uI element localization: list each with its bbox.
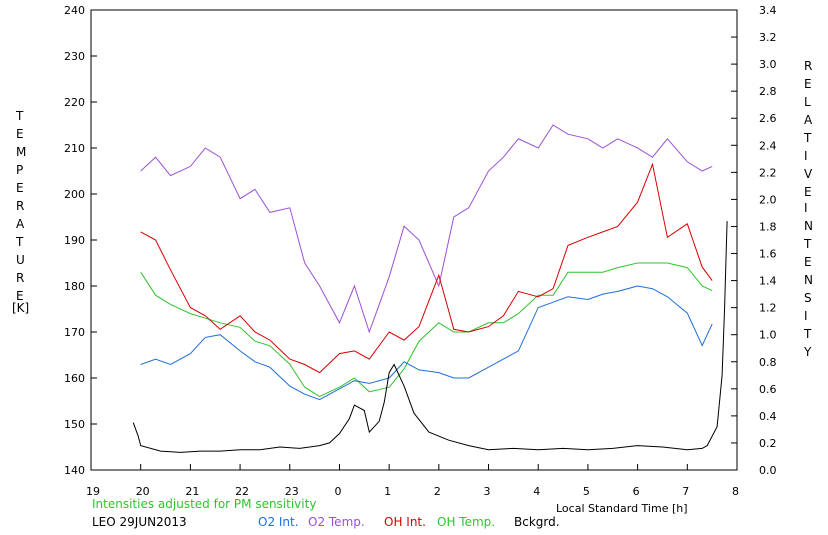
left-tick-label: 160 [64, 372, 85, 385]
right-tick-label: 0.4 [759, 410, 777, 423]
left-tick-label: 190 [64, 234, 85, 247]
legend-oh-int: OH Int. [384, 515, 426, 529]
left-tick-label: 140 [64, 464, 85, 477]
right-tick-label: 0.8 [759, 356, 777, 369]
right-axis-letter: A [804, 113, 813, 127]
left-tick-label: 170 [64, 326, 85, 339]
right-axis-letter: S [804, 291, 812, 305]
right-tick-label: 1.0 [759, 329, 777, 342]
left-axis-letter: R [16, 199, 24, 213]
left-tick-label: 180 [64, 280, 85, 293]
right-tick-label: 2.2 [759, 166, 777, 179]
x-tick-label: 6 [633, 485, 640, 498]
series-line-o2-temp [140, 124, 713, 334]
right-axis-letter: I [804, 149, 808, 163]
left-axis-unit: [K] [12, 301, 29, 315]
right-axis-letter: E [804, 77, 812, 91]
x-tick-label: 3 [484, 485, 491, 498]
x-axis-title: Local Standard Time [h] [556, 502, 688, 515]
legend-oh-temp: OH Temp. [437, 515, 495, 529]
left-axis-letter: A [16, 217, 25, 231]
x-tick-label: 21 [185, 485, 199, 498]
right-tick-label: 3.0 [759, 58, 777, 71]
left-tick-label: 200 [64, 188, 85, 201]
x-tick-label: 19 [86, 485, 100, 498]
right-axis-ticks: 0.0 0.2 0.4 0.6 0.8 1.0 1.2 1.4 1.6 1.8 2.0 2.2 2.4 2… [731, 4, 777, 477]
x-tick-label: 23 [285, 485, 299, 498]
x-tick-label: 22 [235, 485, 249, 498]
left-tick-label: 240 [64, 4, 85, 17]
x-tick-label: 7 [682, 485, 689, 498]
series-line-oh-temp [140, 262, 713, 397]
plot-frame [90, 9, 738, 471]
right-tick-label: 3.4 [759, 4, 777, 17]
left-axis-letter: E [16, 289, 24, 303]
series-line-o2-int [140, 285, 713, 401]
right-tick-label: 2.0 [759, 193, 777, 206]
legend-o2-int: O2 Int. [258, 515, 299, 529]
right-axis-letter: T [803, 327, 812, 341]
series-layer [132, 124, 728, 453]
right-axis-letter: R [804, 59, 812, 73]
right-tick-label: 0.0 [759, 464, 777, 477]
left-axis-letter: P [16, 163, 23, 177]
x-tick-label: 0 [334, 485, 341, 498]
right-tick-label: 2.6 [759, 112, 777, 125]
right-axis-letter: T [803, 237, 812, 251]
left-axis-letter: T [15, 109, 24, 123]
left-axis-letter: E [16, 127, 24, 141]
series-line-oh-int [140, 162, 713, 374]
x-tick-label: 8 [732, 485, 739, 498]
right-axis-letter: T [803, 131, 812, 145]
right-axis-letter: E [804, 185, 812, 199]
right-tick-label: 1.6 [759, 248, 777, 261]
left-tick-label: 230 [64, 50, 85, 63]
legend-bckgrd: Bckgrd. [514, 515, 560, 529]
x-tick-label: 1 [384, 485, 391, 498]
sensitivity-note: Intensities adjusted for PM sensitivity [92, 497, 316, 511]
left-tick-label: 220 [64, 96, 85, 109]
right-axis-letter: V [804, 167, 813, 181]
right-axis-letter: N [804, 219, 813, 233]
left-axis-letter: R [16, 271, 24, 285]
left-axis-letter: E [16, 181, 24, 195]
x-tick-label: 4 [533, 485, 540, 498]
right-tick-label: 1.4 [759, 275, 777, 288]
right-axis-letter: L [804, 95, 811, 109]
right-tick-label: 3.2 [759, 31, 777, 44]
right-tick-label: 2.4 [759, 139, 777, 152]
legend-o2-temp: O2 Temp. [308, 515, 365, 529]
left-axis-ticks: 140 150 160 170 180 190 200 210 220 230 240 [64, 4, 97, 477]
right-tick-label: 2.8 [759, 85, 777, 98]
left-axis-letter: U [16, 253, 25, 267]
left-axis-letter: M [16, 145, 26, 159]
right-axis-letter: Y [803, 345, 812, 359]
right-tick-label: 0.2 [759, 437, 777, 450]
x-axis-ticks: 19 20 21 22 23 0 1 2 3 4 5 6 7 8 [86, 464, 739, 498]
x-tick-label: 5 [583, 485, 590, 498]
left-axis-letter: T [15, 235, 24, 249]
right-axis-letter: E [804, 255, 812, 269]
left-tick-label: 210 [64, 142, 85, 155]
right-axis-letter: I [804, 201, 808, 215]
x-tick-label: 20 [136, 485, 150, 498]
right-tick-label: 1.8 [759, 220, 777, 233]
right-axis-letter: I [804, 309, 808, 323]
left-tick-label: 150 [64, 418, 85, 431]
right-tick-label: 1.2 [759, 302, 777, 315]
series-line-bckgrd [132, 221, 728, 453]
station-date-label: LEO 29JUN2013 [92, 515, 187, 529]
x-tick-label: 2 [434, 485, 441, 498]
right-tick-label: 0.6 [759, 383, 777, 396]
right-axis-letter: N [804, 273, 813, 287]
